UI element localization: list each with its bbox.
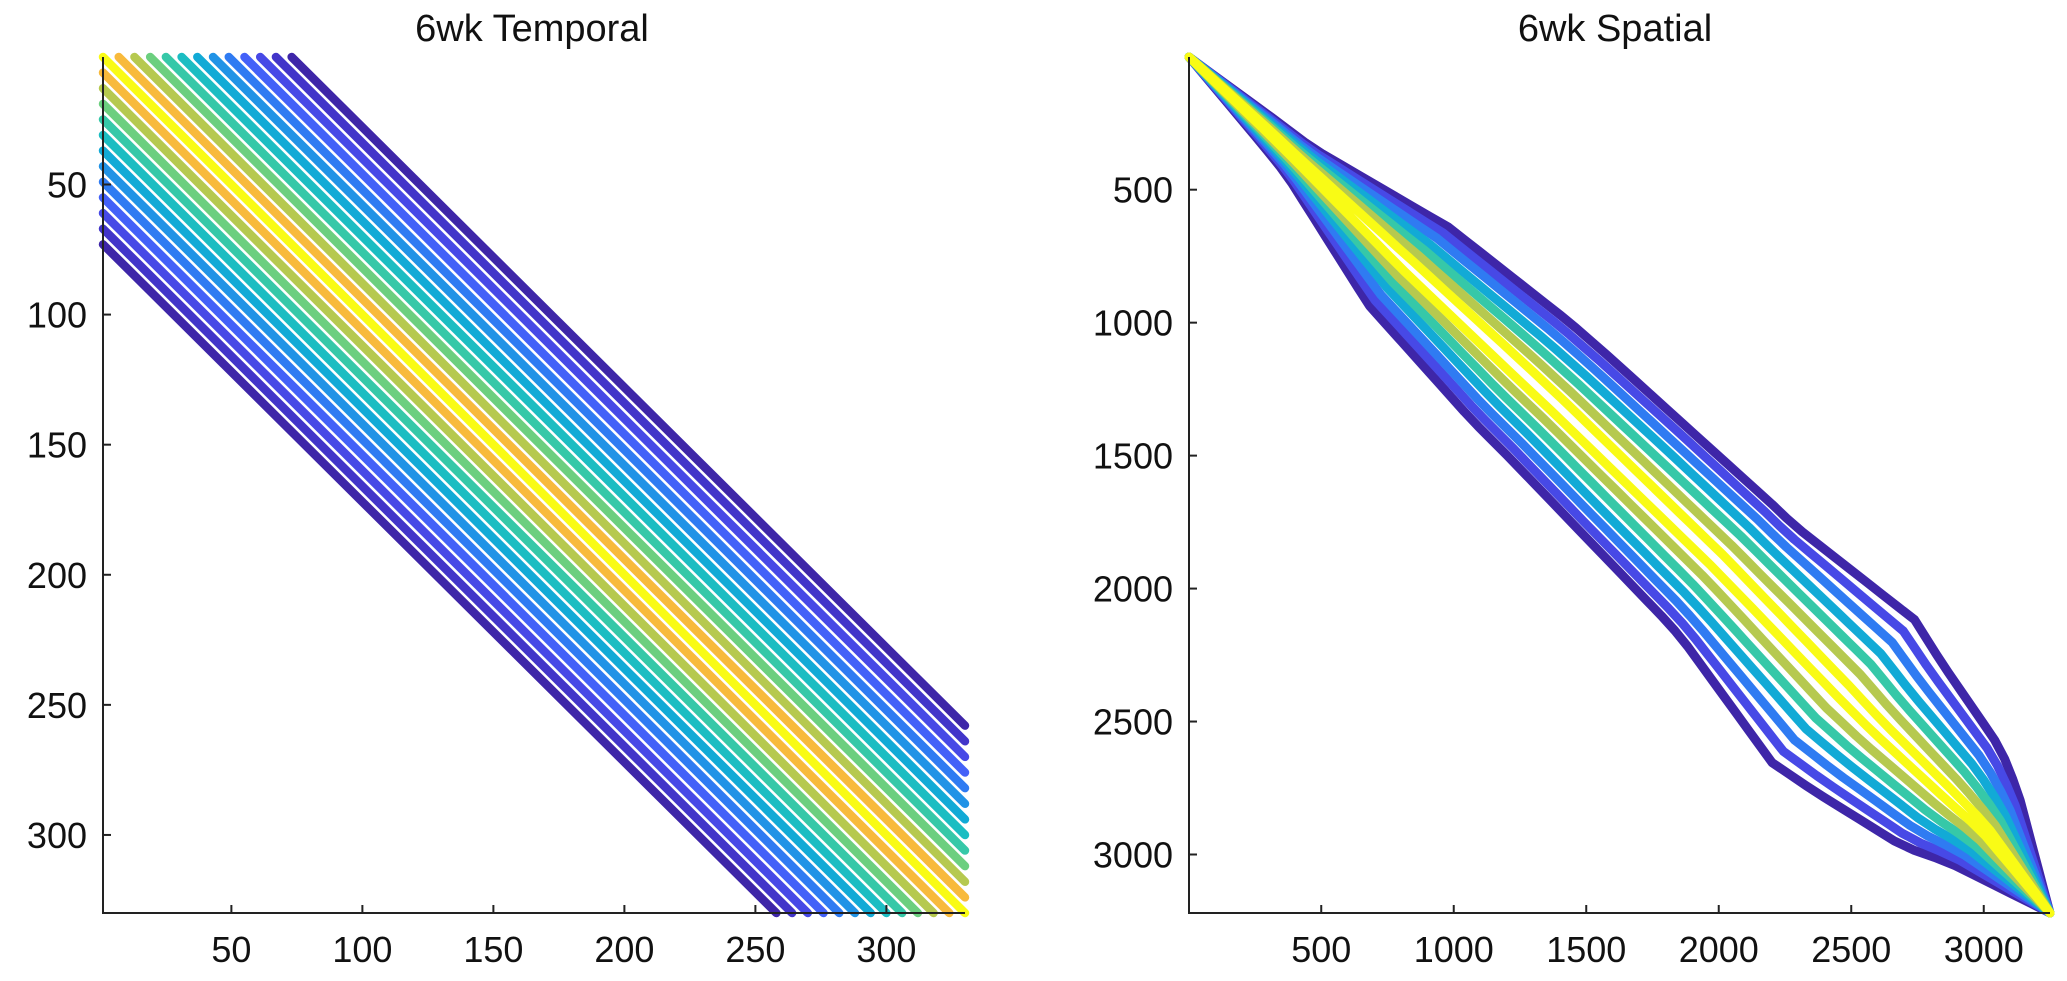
- temporal-band: [224, 52, 970, 793]
- temporal-x-tick-label: 100: [332, 929, 392, 970]
- temporal-band: [98, 146, 875, 918]
- spatial-y-tick-label: 1000: [1093, 303, 1173, 344]
- temporal-band: [98, 130, 891, 918]
- temporal-band: [145, 52, 970, 871]
- temporal-band: [130, 52, 970, 887]
- spatial-plot-area: [1184, 52, 2055, 918]
- temporal-y-tick-label: 100: [27, 295, 87, 336]
- spatial-x-tick-label: 1000: [1414, 929, 1494, 970]
- spatial-y-tick-label: 3000: [1093, 834, 1173, 875]
- temporal-band: [98, 177, 844, 918]
- temporal-title: 6wk Temporal: [415, 8, 649, 50]
- temporal-band: [98, 193, 828, 918]
- temporal-band: [98, 83, 938, 918]
- spatial-y-tick-label: 2000: [1093, 569, 1173, 610]
- spatial-panel: 6wk Spatial 500 1000 1500 2000 2500 3000 500 10…: [1093, 8, 2055, 970]
- temporal-x-tick-label: 150: [463, 929, 523, 970]
- spatial-ticks: 500 1000 1500 2000 2500 3000 500 1000 1500 2000 25…: [1093, 170, 2024, 970]
- temporal-band: [98, 208, 813, 918]
- temporal-axes: [102, 57, 965, 914]
- temporal-x-tick-label: 300: [856, 929, 916, 970]
- temporal-band: [240, 52, 970, 777]
- spatial-title: 6wk Spatial: [1518, 8, 1712, 50]
- temporal-band: [161, 52, 970, 855]
- spatial-contour: [1184, 52, 2055, 918]
- temporal-band: [287, 52, 970, 730]
- temporal-y-tick-label: 50: [47, 164, 87, 205]
- temporal-y-tick-label: 150: [27, 425, 87, 466]
- temporal-band: [255, 52, 970, 762]
- temporal-y-tick-label: 200: [27, 555, 87, 596]
- temporal-x-tick-label: 250: [725, 929, 785, 970]
- temporal-ticks: 50 100 150 200 250 300 50 100 150 200 250 300: [27, 164, 917, 970]
- temporal-band: [193, 52, 970, 824]
- temporal-y-tick-label: 250: [27, 685, 87, 726]
- temporal-panel: 6wk Temporal 50 100 150 200 250 300 50 100 150 20…: [27, 8, 970, 970]
- temporal-band: [271, 52, 970, 746]
- temporal-plot-area: [98, 52, 970, 918]
- temporal-band: [98, 52, 970, 918]
- spatial-x-tick-label: 3000: [1944, 929, 2024, 970]
- temporal-band: [98, 99, 923, 918]
- temporal-band: [98, 162, 860, 918]
- spatial-y-tick-label: 1500: [1093, 436, 1173, 477]
- spatial-x-tick-label: 1500: [1546, 929, 1626, 970]
- temporal-band: [177, 52, 970, 840]
- temporal-band: [98, 240, 781, 918]
- temporal-x-tick-label: 50: [211, 929, 251, 970]
- temporal-y-tick-label: 300: [27, 815, 87, 856]
- spatial-x-tick-label: 2500: [1811, 929, 1891, 970]
- temporal-band: [98, 68, 954, 918]
- spatial-x-tick-label: 500: [1291, 929, 1351, 970]
- spatial-x-tick-label: 2000: [1679, 929, 1759, 970]
- temporal-band: [208, 52, 970, 808]
- temporal-band: [114, 52, 970, 902]
- temporal-x-tick-label: 200: [594, 929, 654, 970]
- spatial-axes: [1188, 57, 2050, 914]
- spatial-y-tick-label: 2500: [1093, 702, 1173, 743]
- temporal-band: [98, 224, 797, 918]
- temporal-band: [98, 115, 907, 918]
- spatial-y-tick-label: 500: [1113, 170, 1173, 211]
